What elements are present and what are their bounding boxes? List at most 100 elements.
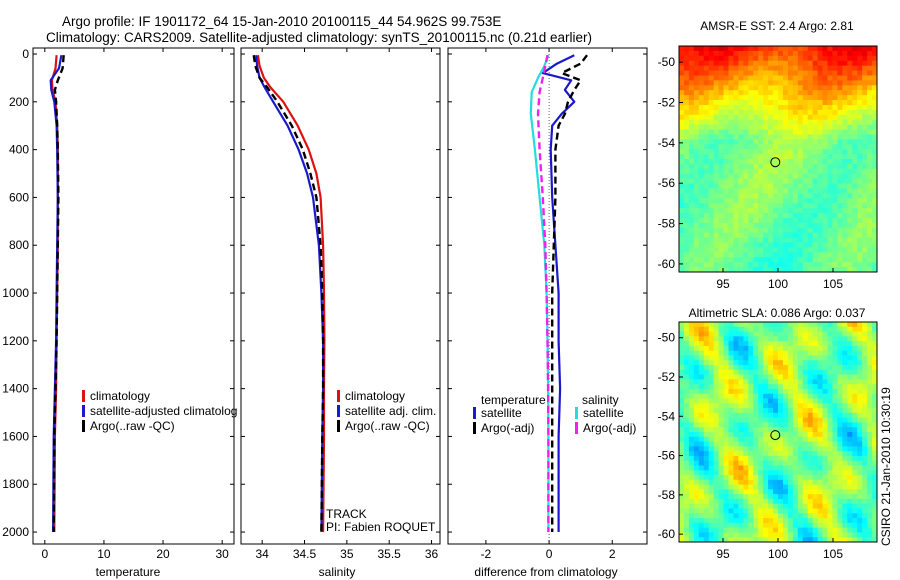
sla_map-cell: [723, 331, 730, 337]
sst_map-cell: [748, 173, 754, 180]
sst_map-cell: [837, 149, 843, 155]
sst_map-cell: [758, 168, 764, 175]
sla_map-cell: [832, 508, 838, 514]
sst_map-cell: [718, 124, 725, 131]
sla_map-cell: [817, 355, 824, 361]
sla_map-cell: [832, 532, 838, 538]
sla_map-cell: [787, 365, 794, 371]
difference-xlabel: difference from climatology: [474, 565, 617, 579]
sla_map-cell: [812, 427, 819, 433]
sst_map-cell: [753, 217, 759, 224]
sst_map-cell: [822, 183, 829, 190]
sst_map-cell: [807, 242, 814, 249]
sst_map-cell: [852, 252, 858, 258]
sst_map-cell: [708, 168, 715, 175]
sla_map-cell: [743, 470, 749, 476]
sla_map-cell: [837, 451, 843, 457]
sla_map-cell: [872, 403, 877, 409]
sst_map-cell: [792, 262, 799, 268]
sla_map-cell: [782, 427, 789, 433]
sla_map-cell: [852, 341, 858, 347]
sst_map-cell: [872, 100, 877, 106]
sst_map-cell: [693, 163, 700, 170]
sst_map-cell: [728, 75, 735, 81]
sst_map-cell: [797, 227, 804, 234]
sst_map-cell: [703, 262, 710, 268]
sst_map-cell: [748, 139, 754, 145]
sst_map-cell: [703, 173, 710, 180]
sst_map-cell: [698, 65, 705, 72]
sst_map-cell: [723, 222, 730, 229]
sla_map-cell: [688, 494, 695, 500]
sst_map-cell: [847, 203, 853, 209]
sst_map-cell: [802, 163, 809, 170]
sla_map-cell: [787, 460, 794, 467]
sst_map-cell: [708, 85, 715, 91]
sst_map-cell: [693, 213, 700, 219]
sst_map-cell: [748, 208, 754, 214]
sla_map-cell: [728, 455, 735, 462]
sla_map-cell: [753, 393, 759, 400]
sla_map-cell: [867, 331, 873, 337]
sla_map-cell: [718, 345, 725, 352]
sst-argo-marker: [770, 157, 781, 168]
sla_map-cell: [698, 455, 705, 462]
sst_map-cell: [832, 168, 838, 175]
sla_map-cell: [708, 460, 715, 467]
sst_map-cell: [713, 114, 720, 121]
sla_map-cell: [773, 374, 779, 380]
sst_map-cell: [679, 237, 685, 244]
sst_map-cell: [768, 188, 774, 194]
sla_map-cell: [738, 475, 744, 481]
sst_map-cell: [857, 109, 863, 116]
sst_map-cell: [748, 119, 754, 126]
sst_map-cell: [723, 227, 730, 234]
sla_map-cell: [679, 384, 685, 390]
sst_map-cell: [872, 95, 877, 101]
sst_map-cell: [753, 203, 759, 209]
sst_map-cell: [792, 144, 799, 150]
sla_map-cell: [683, 408, 690, 414]
sla_map-cell: [787, 455, 794, 462]
sst_map-cell: [723, 168, 730, 175]
sst_map-cell: [792, 149, 799, 155]
sla_map-cell: [758, 522, 764, 529]
sla_map-cell: [688, 379, 695, 385]
sst_map-cell: [852, 80, 858, 86]
sla_map-cell: [728, 322, 735, 328]
sst_map-cell: [778, 65, 784, 72]
sla_map-cell: [763, 527, 769, 534]
sla_map-cell: [832, 369, 838, 376]
sst_map-cell: [857, 213, 863, 219]
sla_map-cell: [822, 479, 829, 486]
sla_map-cell: [738, 331, 744, 337]
sst_map-cell: [802, 247, 809, 253]
sla_map-cell: [768, 403, 774, 409]
sla_map-cell: [778, 465, 784, 471]
sst_map-ytick-label: -60: [658, 257, 676, 271]
sst_map-cell: [832, 232, 838, 239]
sla_map-cell: [728, 379, 735, 385]
sla_map-cell: [782, 412, 789, 419]
sla_map-cell: [773, 336, 779, 342]
sst_map-cell: [832, 139, 838, 145]
sla_map-cell: [797, 527, 804, 534]
difference-legend-swatch: [575, 422, 578, 434]
sla_map-cell: [679, 408, 685, 414]
sst_map-cell: [812, 134, 819, 140]
sla_map-cell: [797, 326, 804, 333]
sst_map-cell: [743, 65, 749, 72]
sst_map-cell: [698, 227, 705, 234]
sst_map-cell: [817, 178, 824, 185]
sla_map-cell: [792, 479, 799, 486]
sla_map-cell: [683, 393, 690, 400]
sst_map-cell: [782, 109, 789, 116]
sst_map-cell: [847, 80, 853, 86]
sst_map-cell: [693, 46, 700, 52]
sst_map-cell: [842, 267, 848, 272]
sla_map-cell: [872, 326, 877, 333]
sst_map-cell: [753, 134, 759, 140]
sst_map-cell: [782, 90, 789, 96]
sst_map-cell: [768, 124, 774, 131]
sst_map-cell: [832, 237, 838, 244]
